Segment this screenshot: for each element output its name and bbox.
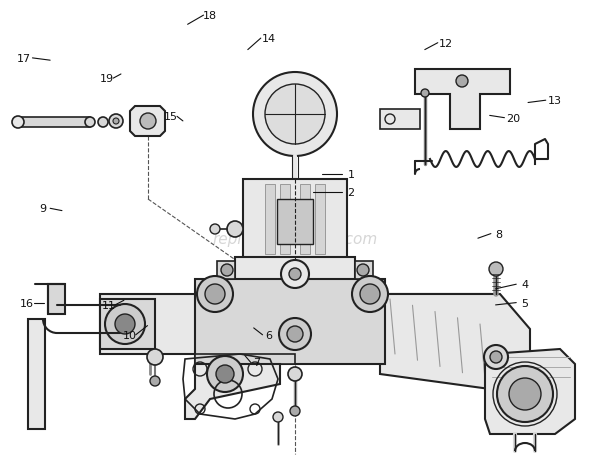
Circle shape [273,412,283,422]
Text: 20: 20 [506,113,520,123]
Circle shape [290,406,300,416]
Polygon shape [485,349,575,434]
Circle shape [253,73,337,157]
Circle shape [352,276,388,312]
Circle shape [489,263,503,276]
Circle shape [205,285,225,304]
Polygon shape [380,294,530,389]
Text: 18: 18 [202,11,217,21]
Circle shape [227,222,243,237]
Bar [280,185,290,254]
Text: 10: 10 [123,330,137,340]
Polygon shape [28,319,45,429]
Circle shape [98,118,108,128]
Circle shape [509,378,541,410]
Text: 7: 7 [253,358,260,368]
Polygon shape [380,110,420,130]
Circle shape [109,115,123,129]
Circle shape [281,260,309,288]
Polygon shape [195,280,385,364]
Circle shape [484,345,508,369]
Text: 17: 17 [17,54,31,64]
Bar [277,200,313,245]
Text: 1: 1 [348,169,355,179]
Bar [315,185,325,254]
Polygon shape [100,299,155,349]
Bar [300,185,310,254]
Circle shape [150,376,160,386]
Circle shape [288,367,302,381]
Circle shape [12,117,24,129]
Circle shape [360,285,380,304]
Circle shape [357,264,369,276]
Polygon shape [130,107,165,137]
Bar [265,185,275,254]
Polygon shape [100,294,490,354]
Circle shape [115,314,135,334]
Circle shape [421,90,429,98]
Text: 16: 16 [19,298,34,308]
Circle shape [113,119,119,125]
Polygon shape [355,262,373,280]
Text: 6: 6 [265,330,272,340]
Circle shape [105,304,145,344]
Text: 12: 12 [438,39,453,49]
Circle shape [216,365,234,383]
Circle shape [289,269,301,280]
Text: 19: 19 [100,74,114,84]
Polygon shape [195,354,295,364]
Polygon shape [415,70,510,130]
Circle shape [490,351,502,363]
Text: 2: 2 [348,188,355,198]
Polygon shape [48,285,65,314]
Text: 8: 8 [495,229,502,239]
Circle shape [85,118,95,128]
Polygon shape [243,179,347,259]
Polygon shape [217,262,235,280]
Polygon shape [18,118,90,128]
Text: 13: 13 [548,96,562,106]
Circle shape [147,349,163,365]
Text: 15: 15 [164,112,178,122]
Circle shape [497,366,553,422]
Text: 14: 14 [261,34,276,44]
Text: 4: 4 [522,280,529,290]
Polygon shape [235,257,355,285]
Text: 9: 9 [39,204,46,214]
Text: 5: 5 [522,298,529,308]
Circle shape [279,318,311,350]
Circle shape [140,114,156,130]
Polygon shape [185,364,280,419]
Circle shape [287,326,303,342]
Text: 11: 11 [102,300,116,310]
Circle shape [207,356,243,392]
Circle shape [221,264,233,276]
Circle shape [265,85,325,145]
Text: replacementpart.com: replacementpart.com [212,231,378,246]
Circle shape [456,76,468,88]
Circle shape [210,224,220,235]
Circle shape [197,276,233,312]
